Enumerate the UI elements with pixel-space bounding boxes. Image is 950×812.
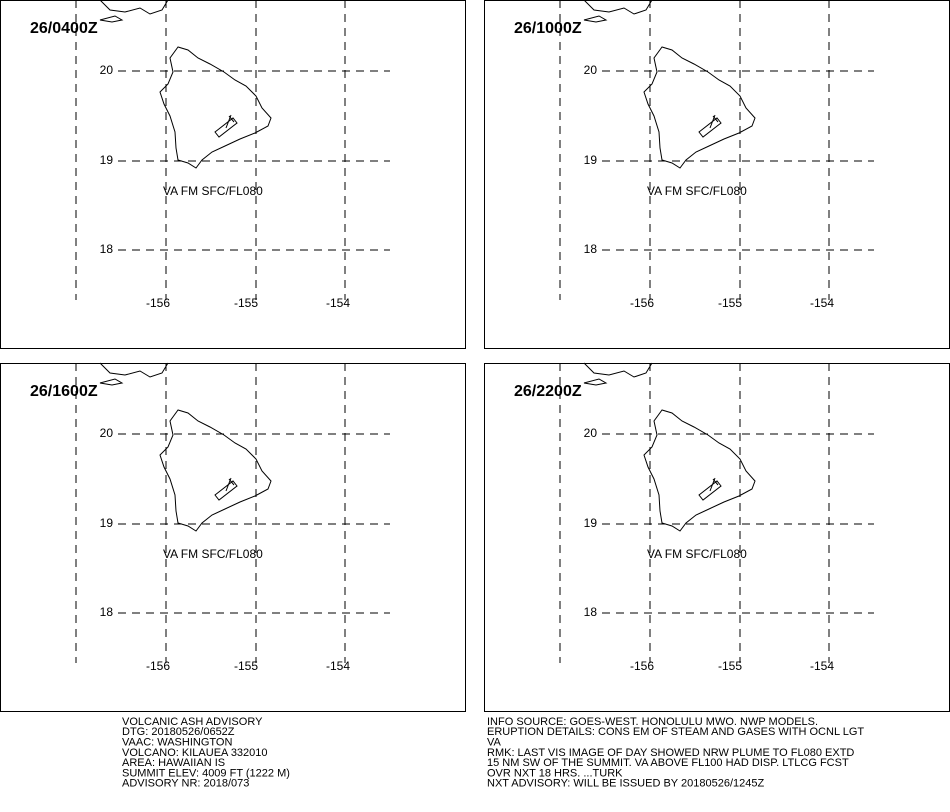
ash-area: [698, 114, 722, 138]
longitude-label: -155: [234, 659, 258, 673]
coastline: [583, 362, 653, 378]
advisory-line: DTG: 20180526/0652Z: [122, 726, 235, 738]
latitude-label: 18: [100, 242, 114, 256]
longitude-label: -155: [234, 296, 258, 310]
advisory-line: ADVISORY NR: 2018/073: [122, 778, 249, 790]
coastline: [583, 15, 608, 23]
advisory-line: VAAC: WASHINGTON: [122, 737, 232, 749]
ash-annotation: VA FM SFC/FL080: [647, 547, 747, 561]
longitude-label: -156: [146, 296, 170, 310]
advisory-line: NXT ADVISORY: WILL BE ISSUED BY 20180526…: [487, 778, 764, 790]
longitude-label: -156: [630, 659, 654, 673]
ash-area: [698, 477, 722, 501]
panel-frame: [0, 0, 466, 349]
latitude-label: 19: [584, 153, 598, 167]
longitude-label: -155: [718, 659, 742, 673]
valid-time: 26/2200Z: [514, 383, 582, 400]
latitude-label: 19: [100, 516, 114, 530]
longitude-label: -156: [146, 659, 170, 673]
coastline: [643, 409, 756, 532]
ash-annotation: VA FM SFC/FL080: [163, 184, 263, 198]
advisory-line: 15 NM SW OF THE SUMMIT. VA ABOVE FL100 H…: [487, 757, 849, 769]
advisory-line: INFO SOURCE: GOES-WEST. HONOLULU MWO. NW…: [487, 716, 818, 728]
map-panel: 26/0400Z VA FM SFC/FL080 20 19 18 -156 -155 -15…: [0, 0, 466, 349]
coastline: [99, 362, 169, 378]
latitude-label: 20: [584, 63, 598, 77]
latitude-label: 19: [584, 516, 598, 530]
latitude-label: 20: [100, 63, 114, 77]
latitude-label: 18: [584, 242, 598, 256]
coastline: [159, 409, 272, 532]
ash-area: [214, 114, 238, 138]
longitude-label: -154: [810, 296, 834, 310]
coastline: [99, 378, 124, 386]
coastline: [583, 0, 653, 15]
latitude-label: 18: [100, 605, 114, 619]
ash-area: [214, 477, 238, 501]
panel-frame: [0, 363, 466, 712]
advisory-line: SUMMIT ELEV: 4009 FT (1222 M): [122, 767, 290, 779]
coastline: [583, 378, 608, 386]
advisory-line: VOLCANO: KILAUEA 332010: [122, 747, 268, 759]
advisory-line: OVR NXT 18 HRS. ...TURK: [487, 767, 623, 779]
longitude-label: -154: [326, 296, 350, 310]
latitude-label: 20: [100, 426, 114, 440]
latitude-label: 19: [100, 153, 114, 167]
coastline: [159, 46, 272, 169]
advisory-line: AREA: HAWAIIAN IS: [122, 757, 225, 769]
valid-time: 26/1000Z: [514, 20, 582, 37]
valid-time: 26/0400Z: [30, 20, 98, 37]
advisory-line: ERUPTION DETAILS: CONS EM OF STEAM AND G…: [487, 726, 864, 738]
longitude-label: -154: [326, 659, 350, 673]
longitude-label: -155: [718, 296, 742, 310]
longitude-label: -156: [630, 296, 654, 310]
latitude-label: 20: [584, 426, 598, 440]
valid-time: 26/1600Z: [30, 383, 98, 400]
coastline: [99, 15, 124, 23]
advisory-line: VA: [487, 737, 502, 749]
map-panel: 26/2200Z VA FM SFC/FL080 20 19 18 -156 -155 -15…: [484, 362, 950, 712]
coastline: [99, 0, 169, 15]
advisory-line: RMK: LAST VIS IMAGE OF DAY SHOWED NRW PL…: [487, 747, 854, 759]
latitude-label: 18: [584, 605, 598, 619]
ash-annotation: VA FM SFC/FL080: [647, 184, 747, 198]
ash-annotation: VA FM SFC/FL080: [163, 547, 263, 561]
map-panel: 26/1600Z VA FM SFC/FL080 20 19 18 -156 -155 -15…: [0, 362, 466, 712]
map-panel: 26/1000Z VA FM SFC/FL080 20 19 18 -156 -155 -15…: [484, 0, 950, 349]
longitude-label: -154: [810, 659, 834, 673]
advisory-line: VOLCANIC ASH ADVISORY: [122, 716, 263, 728]
coastline: [643, 46, 756, 169]
